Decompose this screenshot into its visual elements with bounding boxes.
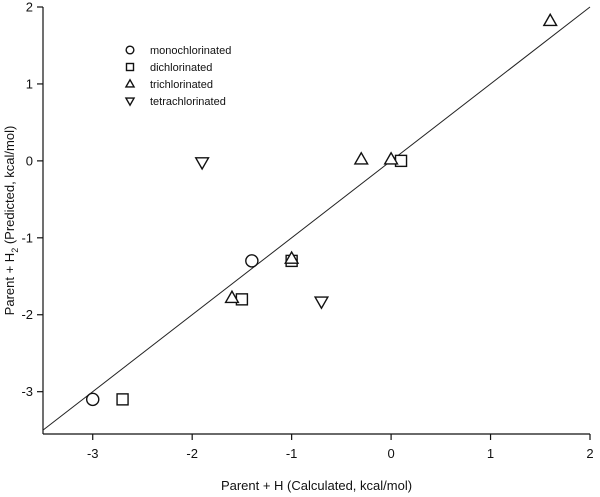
monochlorinated-point	[85, 392, 100, 407]
x-tick-label: 1	[487, 446, 494, 461]
legend: monochlorinated dichlorinated trichlorinat…	[124, 45, 231, 108]
tetrachlorinated-point	[194, 157, 210, 171]
dichlorinated-point	[394, 154, 408, 168]
y-tick-label: 0	[26, 153, 33, 168]
y-tick-label: -2	[21, 307, 33, 322]
x-tick-label: -3	[87, 446, 99, 461]
fit-line	[42, 6, 591, 431]
tetrachlorinated-point	[313, 296, 330, 310]
legend-label-trichlorinated: trichlorinated	[150, 79, 213, 91]
y-tick-label: -3	[21, 384, 33, 399]
trichlorinated-point	[284, 250, 300, 264]
legend-marker-monochlorinated	[125, 45, 135, 55]
plot-frame	[42, 7, 590, 435]
x-tick-label: -1	[286, 446, 298, 461]
x-axis-ticks: -3 -2 -1 0 1 2	[87, 434, 594, 461]
y-axis-title-tail: (Predicted, kcal/mol)	[2, 126, 17, 248]
y-axis-title-main: Parent + H	[2, 253, 17, 316]
x-axis-title: Parent + H (Calculated, kcal/mol)	[221, 478, 412, 493]
fit-line-group	[42, 6, 591, 431]
trichlorinated-point	[383, 151, 399, 165]
y-tick-label: 2	[26, 0, 33, 15]
dichlorinated-point	[116, 393, 129, 406]
x-tick-label: 2	[586, 446, 593, 461]
legend-marker-tetrachlorinated	[124, 97, 136, 107]
y-axis-ticks: -3 -2 -1 0 1 2	[21, 0, 43, 399]
dichlorinated-point	[235, 293, 249, 306]
legend-label-tetrachlorinated: tetrachlorinated	[150, 96, 226, 108]
legend-marker-trichlorinated	[124, 78, 136, 88]
monochlorinated-point	[245, 254, 259, 268]
y-axis-title: Parent + H2 (Predicted, kcal/mol)	[2, 126, 20, 316]
x-tick-label: 0	[387, 446, 394, 461]
y-tick-label: 1	[26, 76, 33, 91]
y-axis-title-subscript: 2	[10, 248, 20, 253]
trichlorinated-point	[224, 289, 240, 304]
data-points	[85, 12, 558, 407]
legend-label-monochlorinated: monochlorinated	[150, 45, 231, 57]
legend-marker-dichlorinated	[125, 62, 135, 72]
trichlorinated-point	[353, 151, 369, 165]
x-tick-label: -2	[186, 446, 198, 461]
y-tick-label: -1	[21, 230, 33, 245]
trichlorinated-point	[542, 12, 558, 27]
legend-label-dichlorinated: dichlorinated	[150, 62, 212, 74]
